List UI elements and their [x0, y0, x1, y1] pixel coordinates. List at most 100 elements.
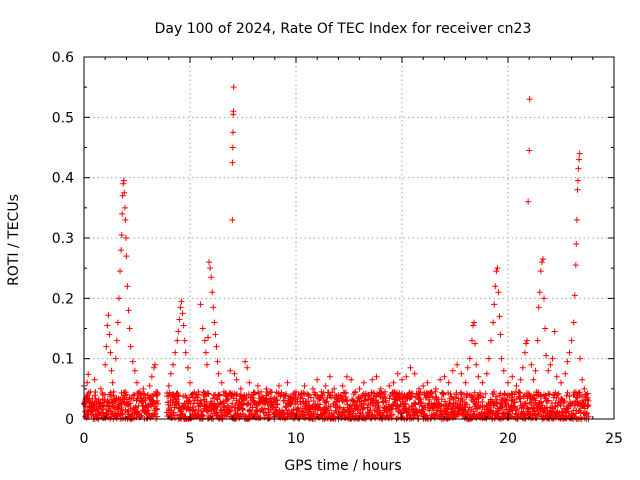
- data-point: [432, 385, 439, 392]
- data-point: [175, 328, 182, 335]
- data-point: [585, 397, 592, 404]
- data-point: [213, 343, 220, 350]
- band-point: [433, 407, 440, 414]
- band-point: [463, 401, 470, 408]
- data-point: [229, 216, 236, 223]
- data-point: [468, 337, 475, 344]
- data-point: [526, 147, 533, 154]
- band-point: [107, 393, 114, 400]
- data-point: [97, 385, 104, 392]
- data-point: [280, 391, 287, 398]
- data-point: [113, 337, 120, 344]
- band-point: [283, 390, 290, 397]
- data-point: [537, 268, 544, 275]
- data-point: [574, 186, 581, 193]
- band-point: [473, 415, 480, 422]
- band-point: [336, 404, 343, 411]
- band-point: [386, 395, 393, 402]
- band-point: [341, 390, 348, 397]
- band-point: [390, 411, 397, 418]
- band-point: [233, 390, 240, 397]
- band-point: [122, 392, 129, 399]
- data-point: [541, 295, 548, 302]
- band-point: [555, 390, 562, 397]
- band-point: [215, 391, 222, 398]
- y-tick-label: 0.2: [52, 291, 74, 307]
- band-point: [274, 401, 281, 408]
- data-point: [123, 253, 130, 260]
- data-point: [106, 331, 113, 338]
- data-point: [120, 177, 127, 184]
- data-point: [263, 385, 270, 392]
- data-point: [390, 379, 397, 386]
- band-point: [438, 396, 445, 403]
- band-point: [83, 414, 90, 421]
- data-point: [84, 379, 91, 386]
- data-point: [553, 373, 560, 380]
- band-point: [517, 395, 524, 402]
- data-point: [399, 376, 405, 383]
- data-point: [122, 216, 129, 223]
- band-point: [382, 397, 389, 404]
- data-point: [428, 388, 435, 395]
- band-point: [343, 397, 350, 404]
- band-point: [226, 409, 233, 416]
- band-point: [402, 405, 409, 412]
- band-point: [132, 404, 139, 411]
- data-point: [318, 388, 325, 395]
- band-point: [448, 393, 455, 400]
- band-point: [322, 409, 329, 416]
- band-point: [447, 391, 454, 398]
- data-point: [244, 364, 251, 371]
- data-point: [525, 198, 532, 205]
- band-point: [214, 396, 221, 403]
- band-point: [213, 395, 220, 402]
- band-point: [491, 388, 498, 395]
- band-point: [513, 407, 520, 414]
- band-point: [520, 393, 527, 400]
- y-tick-label: 0.4: [52, 171, 74, 187]
- data-point: [121, 189, 128, 196]
- data-point: [479, 379, 486, 386]
- band-point: [148, 403, 155, 410]
- data-point: [365, 391, 372, 398]
- data-point: [254, 382, 261, 389]
- data-point: [490, 319, 497, 326]
- data-point: [532, 367, 539, 374]
- band-point: [412, 401, 419, 408]
- data-point: [496, 313, 503, 320]
- data-point: [93, 397, 100, 404]
- data-point: [144, 391, 151, 398]
- band-point: [423, 412, 430, 419]
- data-point: [178, 298, 185, 305]
- band-point: [234, 410, 241, 417]
- band-point: [517, 390, 524, 397]
- data-point: [119, 192, 126, 199]
- data-point: [564, 358, 571, 365]
- band-point: [423, 393, 430, 400]
- data-point: [230, 129, 237, 136]
- data-point: [115, 295, 122, 302]
- band-point: [370, 402, 377, 409]
- data-point: [542, 325, 549, 332]
- data-point: [104, 322, 111, 329]
- band-point: [364, 404, 371, 411]
- data-point: [129, 358, 136, 365]
- band-point: [401, 400, 408, 407]
- data-point: [109, 379, 116, 386]
- y-axis-ticks: 0 0.1 0.2 0.3 0.4 0.5 0.6: [52, 50, 614, 428]
- data-point: [189, 391, 196, 398]
- data-point: [403, 373, 410, 380]
- band-point: [322, 399, 329, 406]
- band-point: [189, 390, 196, 397]
- data-point: [464, 364, 471, 371]
- data-point: [191, 397, 198, 404]
- data-point: [230, 84, 237, 91]
- data-point: [530, 376, 537, 383]
- data-point: [142, 397, 149, 404]
- band-point: [317, 401, 324, 408]
- band-point: [132, 403, 139, 410]
- data-point: [394, 370, 401, 377]
- band-point: [453, 400, 460, 407]
